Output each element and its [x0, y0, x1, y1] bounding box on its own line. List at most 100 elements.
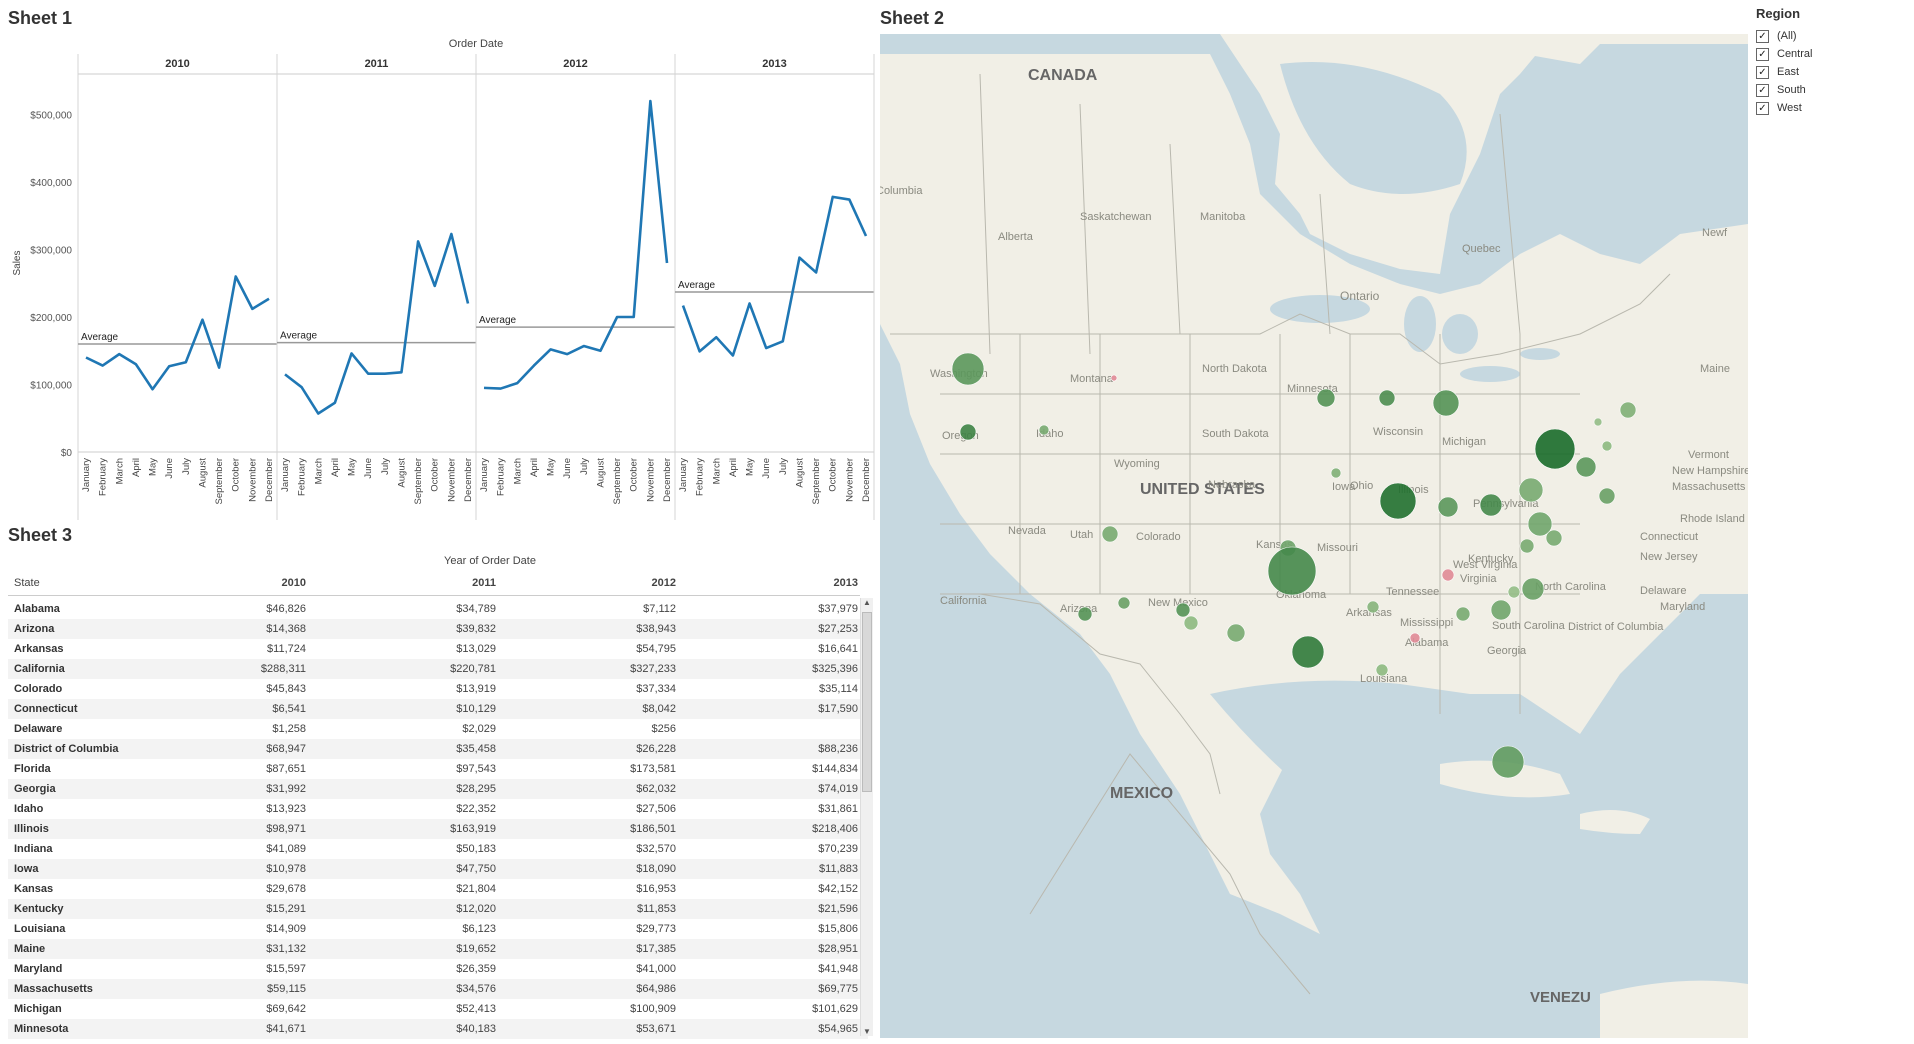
table-row[interactable]: Alabama $46,826 $34,789 $7,112 $37,979	[8, 599, 868, 619]
table-header-2012[interactable]: 2012	[651, 577, 676, 589]
table-row[interactable]: District of Columbia $68,947 $35,458 $26,22…	[8, 739, 868, 759]
table-row[interactable]: Indiana $41,089 $50,183 $32,570 $70,239	[8, 839, 868, 859]
north-america-land	[880, 54, 1748, 934]
map-label: MEXICO	[1110, 785, 1173, 802]
map-label: South Carolina	[1492, 620, 1566, 632]
table-row[interactable]: Illinois $98,971 $163,919 $186,501 $218,406	[8, 819, 868, 839]
state-cell: Massachusetts	[14, 983, 93, 995]
table-row[interactable]: Georgia $31,992 $28,295 $62,032 $74,019	[8, 779, 868, 799]
table-row[interactable]: Louisiana $14,909 $6,123 $29,773 $15,806	[8, 919, 868, 939]
table-row[interactable]: Arizona $14,368 $39,832 $38,943 $27,253	[8, 619, 868, 639]
scroll-up-arrow-icon[interactable]: ▲	[863, 598, 871, 607]
table-row[interactable]: Idaho $13,923 $22,352 $27,506 $31,861	[8, 799, 868, 819]
sales-2010-cell: $98,971	[266, 823, 306, 835]
map-label: Montana	[1070, 373, 1114, 385]
table-header-2011[interactable]: 2011	[472, 577, 496, 589]
scroll-down-arrow-icon[interactable]: ▼	[863, 1027, 871, 1036]
sales-2012-cell: $29,773	[636, 923, 676, 935]
table-row[interactable]: Michigan $69,642 $52,413 $100,909 $101,629	[8, 999, 868, 1019]
state-sales-mark	[1291, 635, 1325, 669]
table-row[interactable]: Connecticut $6,541 $10,129 $8,042 $17,590	[8, 699, 868, 719]
table-row[interactable]: Minnesota $41,671 $40,183 $53,671 $54,965	[8, 1019, 868, 1039]
month-tick-label: January	[678, 458, 689, 492]
month-tick-label: November	[247, 458, 258, 502]
table-row[interactable]: Kansas $29,678 $21,804 $16,953 $42,152	[8, 879, 868, 899]
sales-2011-cell: $34,789	[456, 603, 496, 615]
map-label: CANADA	[1028, 67, 1098, 84]
state-cell: Florida	[14, 763, 51, 775]
sales-2011-cell: $26,359	[456, 963, 496, 975]
state-cell: Michigan	[14, 1003, 62, 1015]
sales-2011-cell: $13,029	[456, 643, 496, 655]
table-header-state[interactable]: State	[14, 577, 40, 589]
month-tick-label: August	[794, 458, 805, 488]
sales-2010-cell: $31,132	[266, 943, 306, 955]
table-row[interactable]: Kentucky $15,291 $12,020 $11,853 $21,596	[8, 899, 868, 919]
sales-2010-cell: $6,541	[272, 703, 306, 715]
state-sales-mark	[1593, 417, 1603, 427]
sales-map[interactable]: CANADA UNITED STATES MEXICO VENEZU Columbia A…	[880, 34, 1748, 1038]
table-scrollbar[interactable]: ▲ ▼	[860, 598, 873, 1036]
sales-2012-cell: $17,385	[636, 943, 676, 955]
state-cell: District of Columbia	[14, 743, 119, 755]
table-row[interactable]: Maine $31,132 $19,652 $17,385 $28,951	[8, 939, 868, 959]
scroll-thumb[interactable]	[862, 612, 872, 792]
sales-2010-cell: $15,597	[266, 963, 306, 975]
canada-north-land	[880, 34, 1748, 274]
table-row[interactable]: Iowa $10,978 $47,750 $18,090 $11,883	[8, 859, 868, 879]
map-label: Virginia	[1460, 573, 1497, 585]
table-row[interactable]: Maryland $15,597 $26,359 $41,000 $41,948	[8, 959, 868, 979]
state-sales-mark	[1366, 600, 1380, 614]
region-filter-item[interactable]: ✓ Central	[1756, 45, 1906, 63]
state-sales-mark	[1437, 496, 1459, 518]
state-cell: Louisiana	[14, 923, 66, 935]
sales-2013-cell: $15,806	[818, 923, 858, 935]
checkbox-icon[interactable]: ✓	[1756, 101, 1769, 115]
state-sales-mark	[1601, 440, 1613, 452]
month-tick-label: July	[579, 458, 590, 475]
checkbox-icon[interactable]: ✓	[1756, 65, 1769, 79]
mexico-state-border	[1029, 753, 1311, 995]
region-filter-item[interactable]: ✓ (All)	[1756, 27, 1906, 45]
region-filter-label: West	[1777, 102, 1802, 114]
month-tick-label: March	[512, 458, 523, 484]
region-filter-item[interactable]: ✓ South	[1756, 81, 1906, 99]
checkbox-icon[interactable]: ✓	[1756, 47, 1769, 61]
month-tick-label: August	[396, 458, 407, 488]
state-cell: California	[14, 663, 65, 675]
map-label: Arkansas	[1346, 607, 1392, 619]
state-sales-mark	[1077, 606, 1093, 622]
table-row[interactable]: Colorado $45,843 $13,919 $37,334 $35,114	[8, 679, 868, 699]
map-label: California	[940, 595, 987, 607]
table-header-2013[interactable]: 2013	[833, 577, 858, 589]
month-tick-label: July	[778, 458, 789, 475]
us-canada-border	[890, 273, 1671, 365]
sales-2010-cell: $68,947	[266, 743, 306, 755]
chart-y-axis-label: Sales	[12, 250, 23, 275]
table-row[interactable]: Arkansas $11,724 $13,029 $54,795 $16,641	[8, 639, 868, 659]
state-sales-mark	[951, 352, 985, 386]
sales-line-2011	[284, 232, 470, 415]
month-tick-label: November	[645, 458, 656, 502]
state-sales-mark	[1432, 389, 1460, 417]
table-row[interactable]: California $288,311 $220,781 $327,233 $325,3…	[8, 659, 868, 679]
state-cell: Alabama	[14, 603, 60, 615]
region-filter-item[interactable]: ✓ West	[1756, 99, 1906, 117]
state-sales-mark	[1575, 456, 1597, 478]
state-sales-mark	[1521, 577, 1545, 601]
state-sales-mark	[1455, 606, 1471, 622]
map-label: Missouri	[1317, 542, 1358, 554]
sales-2013-cell: $325,396	[812, 663, 858, 675]
y-tick-label: $0	[61, 448, 73, 459]
checkbox-icon[interactable]: ✓	[1756, 83, 1769, 97]
table-row[interactable]: Delaware $1,258 $2,029 $256	[8, 719, 868, 739]
table-row[interactable]: Florida $87,651 $97,543 $173,581 $144,834	[8, 759, 868, 779]
table-row[interactable]: Massachusetts $59,115 $34,576 $64,986 $69,77…	[8, 979, 868, 999]
map-label: Georgia	[1487, 645, 1527, 657]
checkbox-icon[interactable]: ✓	[1756, 29, 1769, 43]
map-label: Manitoba	[1200, 211, 1246, 223]
sales-2012-cell: $256	[651, 723, 676, 735]
map-canvas[interactable]: CANADA UNITED STATES MEXICO VENEZU Columbia A…	[880, 34, 1748, 1038]
region-filter-item[interactable]: ✓ East	[1756, 63, 1906, 81]
table-header-2010[interactable]: 2010	[281, 577, 306, 589]
